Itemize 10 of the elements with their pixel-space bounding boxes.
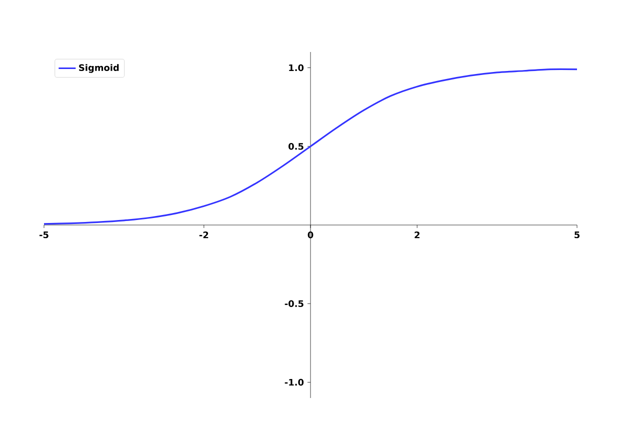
x-tick-label: 0 xyxy=(308,232,314,238)
x-tick-label: -2 xyxy=(199,232,208,238)
y-tick-label: 0.5 xyxy=(288,142,304,150)
x-tick-label: 5 xyxy=(574,232,580,238)
y-tick-label: -1.0 xyxy=(284,378,304,386)
legend-label: Sigmoid xyxy=(79,64,119,73)
x-tick-label: 2 xyxy=(414,232,420,238)
x-tick-label: -5 xyxy=(40,232,48,238)
y-tick-label: 1.0 xyxy=(289,64,304,72)
y-tick-label: -0.5 xyxy=(284,300,304,308)
